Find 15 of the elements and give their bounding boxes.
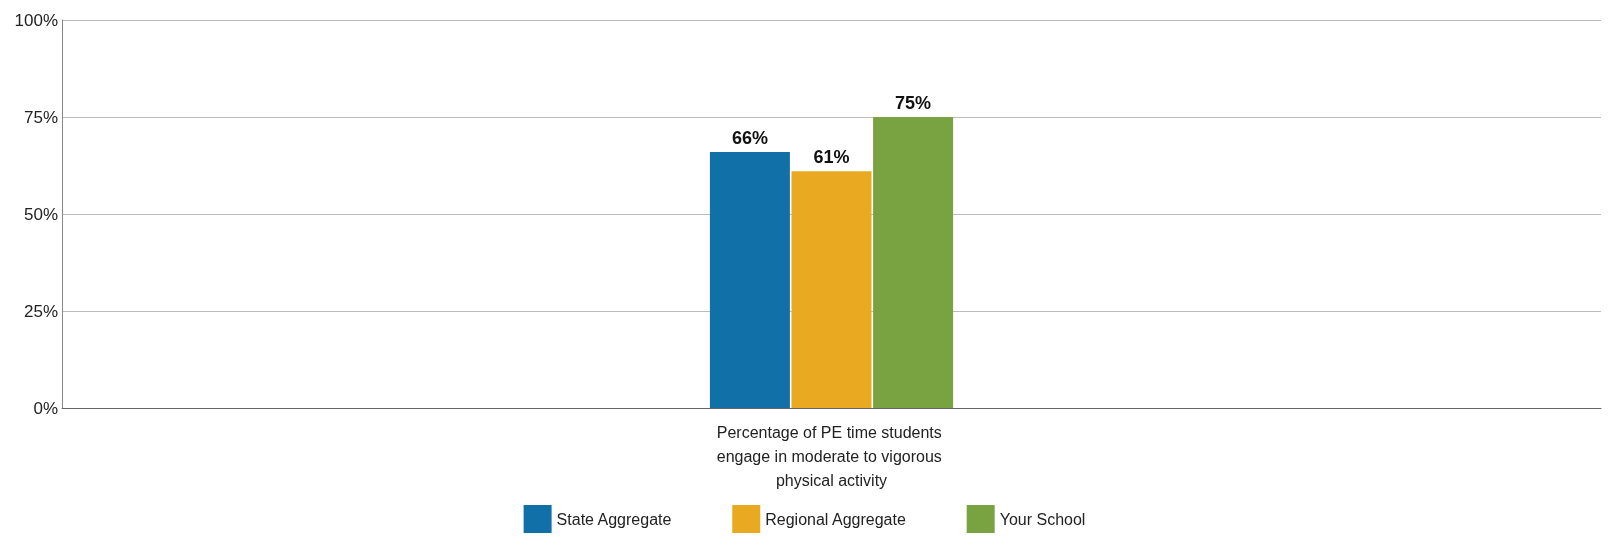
- data-label: 61%: [813, 147, 850, 168]
- y-tick-label: 50%: [23, 204, 58, 224]
- legend-label: State Aggregate: [556, 510, 672, 528]
- data-label: 66%: [731, 127, 768, 148]
- y-tick-label: 0%: [33, 398, 58, 418]
- data-label: 75%: [895, 93, 932, 113]
- legend-label: Regional Aggregate: [765, 510, 906, 528]
- y-tick-label: 25%: [23, 301, 58, 321]
- bar: [709, 151, 790, 408]
- bar: [791, 171, 872, 408]
- y-tick-label: 100%: [14, 10, 58, 30]
- bar: [873, 117, 954, 408]
- y-tick-label: 75%: [23, 107, 58, 127]
- legend-label: Your School: [999, 510, 1086, 528]
- x-tick-label: Percentage of PE time students engage in moderate to vigorous physical activity: [716, 423, 947, 489]
